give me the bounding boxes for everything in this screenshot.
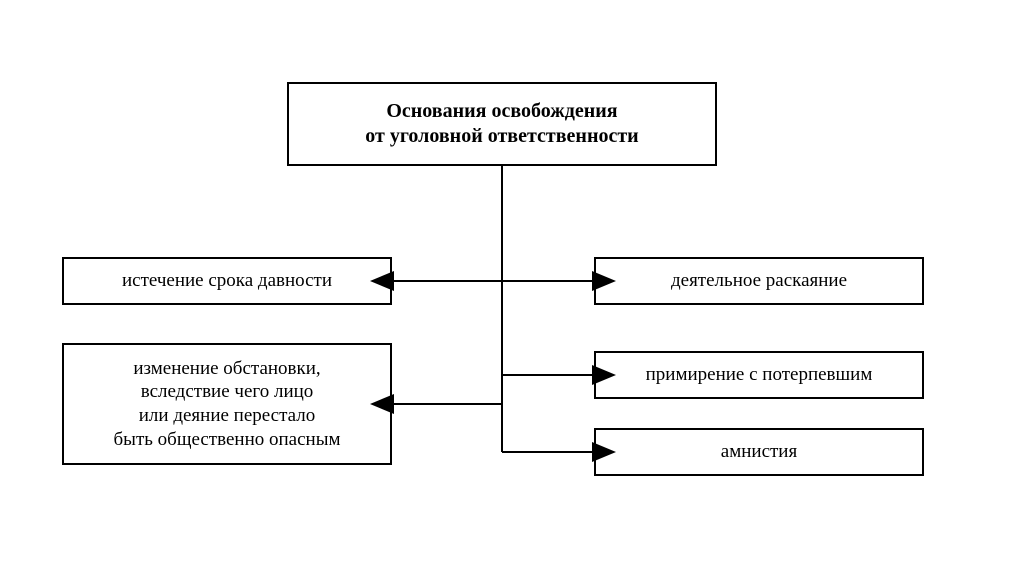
- root-node: Основания освобожденияот уголовной ответ…: [287, 82, 717, 166]
- leaf-node-situation_change: изменение обстановки,вследствие чего лиц…: [62, 343, 392, 465]
- leaf-node-limitation: истечение срока давности: [62, 257, 392, 305]
- leaf-node-active_repentance: деятельное раскаяние: [594, 257, 924, 305]
- leaf-label: истечение срока давности: [122, 269, 332, 293]
- root-label: Основания освобожденияот уголовной ответ…: [365, 99, 638, 149]
- leaf-label: примирение с потерпевшим: [646, 363, 873, 387]
- leaf-label: амнистия: [721, 440, 797, 464]
- leaf-node-amnesty: амнистия: [594, 428, 924, 476]
- leaf-node-reconciliation: примирение с потерпевшим: [594, 351, 924, 399]
- leaf-label: деятельное раскаяние: [671, 269, 847, 293]
- leaf-label: изменение обстановки,вследствие чего лиц…: [114, 357, 341, 452]
- diagram-canvas: Основания освобожденияот уголовной ответ…: [0, 0, 1024, 574]
